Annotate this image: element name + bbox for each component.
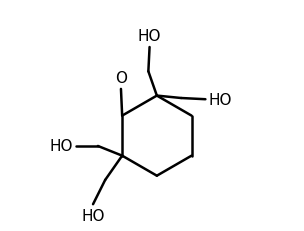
Text: HO: HO (138, 29, 161, 44)
Text: HO: HO (81, 208, 105, 223)
Text: HO: HO (208, 92, 232, 107)
Text: O: O (115, 71, 127, 86)
Text: HO: HO (50, 139, 73, 154)
